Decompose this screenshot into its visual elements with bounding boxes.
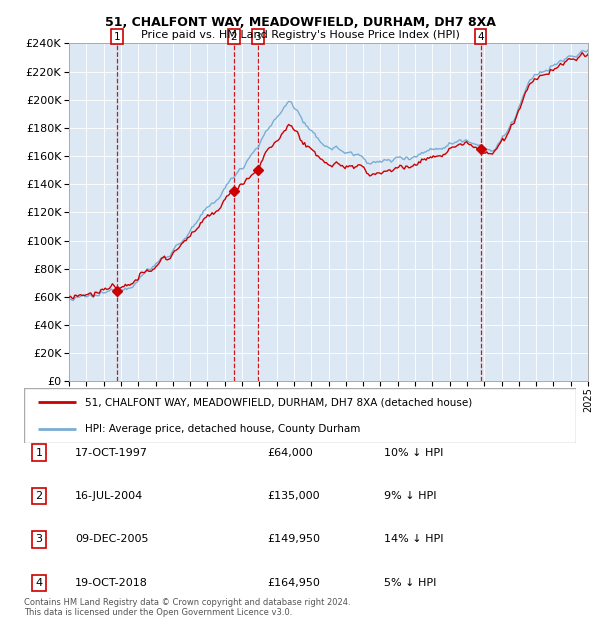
Text: 1: 1 [35, 448, 43, 458]
Text: 09-DEC-2005: 09-DEC-2005 [75, 534, 149, 544]
Text: 17-OCT-1997: 17-OCT-1997 [75, 448, 148, 458]
Text: 16-JUL-2004: 16-JUL-2004 [75, 491, 143, 501]
Text: Contains HM Land Registry data © Crown copyright and database right 2024.: Contains HM Land Registry data © Crown c… [24, 598, 350, 607]
Text: 51, CHALFONT WAY, MEADOWFIELD, DURHAM, DH7 8XA (detached house): 51, CHALFONT WAY, MEADOWFIELD, DURHAM, D… [85, 397, 472, 407]
Text: 5% ↓ HPI: 5% ↓ HPI [384, 578, 436, 588]
Text: 2: 2 [35, 491, 43, 501]
Text: 2: 2 [231, 32, 238, 42]
Text: This data is licensed under the Open Government Licence v3.0.: This data is licensed under the Open Gov… [24, 608, 292, 617]
Text: 10% ↓ HPI: 10% ↓ HPI [384, 448, 443, 458]
Text: 51, CHALFONT WAY, MEADOWFIELD, DURHAM, DH7 8XA: 51, CHALFONT WAY, MEADOWFIELD, DURHAM, D… [104, 16, 496, 29]
Text: £64,000: £64,000 [267, 448, 313, 458]
Text: £164,950: £164,950 [267, 578, 320, 588]
Text: 9% ↓ HPI: 9% ↓ HPI [384, 491, 437, 501]
Text: 1: 1 [114, 32, 121, 42]
Text: 19-OCT-2018: 19-OCT-2018 [75, 578, 148, 588]
Text: 3: 3 [254, 32, 261, 42]
Text: 4: 4 [477, 32, 484, 42]
Text: £149,950: £149,950 [267, 534, 320, 544]
Text: £135,000: £135,000 [267, 491, 320, 501]
Text: 14% ↓ HPI: 14% ↓ HPI [384, 534, 443, 544]
Text: Price paid vs. HM Land Registry's House Price Index (HPI): Price paid vs. HM Land Registry's House … [140, 30, 460, 40]
Text: 3: 3 [35, 534, 43, 544]
Text: HPI: Average price, detached house, County Durham: HPI: Average price, detached house, Coun… [85, 424, 360, 434]
Text: 4: 4 [35, 578, 43, 588]
